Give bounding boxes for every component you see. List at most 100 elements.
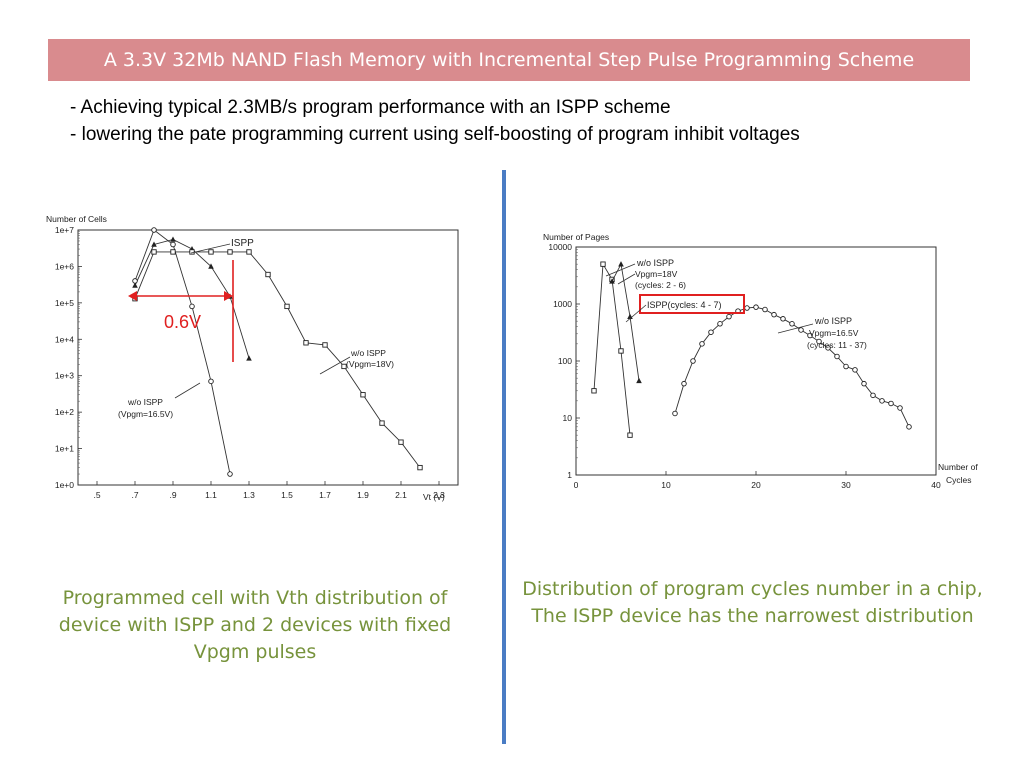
y-tick-label: 10000 xyxy=(548,242,572,252)
wo-ispp-165-leader xyxy=(777,323,814,334)
data-point-s3 xyxy=(897,405,903,411)
data-point-s3 xyxy=(341,363,347,370)
data-point-s1 xyxy=(246,355,252,361)
ispp-label: ISPP xyxy=(231,238,254,249)
slide-title: A 3.3V 32Mb NAND Flash Memory with Incre… xyxy=(48,39,970,81)
wo-ispp-18-vpgm: Vpgm=18V xyxy=(635,269,678,279)
y-tick-label: 1e+6 xyxy=(55,261,74,271)
data-point-s3 xyxy=(322,342,328,348)
x-tick-label: 40 xyxy=(931,480,941,490)
left-caption: Programmed cell with Vth distribution of… xyxy=(58,587,452,663)
data-point-s2 xyxy=(132,278,138,284)
bullet-item: - Achieving typical 2.3MB/s program perf… xyxy=(70,97,671,118)
data-point-s3 xyxy=(888,400,894,407)
x-tick-label: .7 xyxy=(131,490,138,500)
y-tick-label: 1e+5 xyxy=(55,298,74,308)
data-point-s3 xyxy=(284,303,290,310)
vth-distribution-svg: 1e+0 1e+1 1e+2 1e+3 1e+4 1e+5 1e+6 1e+7 .5 .7 .9 1.… xyxy=(46,214,459,502)
wo-ispp-165-sublabel: (Vpgm=16.5V) xyxy=(118,409,173,419)
arrow-head-right xyxy=(224,291,233,301)
x-tick-label: 2.3 xyxy=(433,490,445,500)
arrow-head-left xyxy=(128,291,137,301)
wo-ispp-165-leader xyxy=(174,382,201,399)
series-line-1 xyxy=(593,262,631,436)
y-tick-label: 1e+4 xyxy=(55,334,74,344)
data-point-s3 xyxy=(798,327,804,333)
wo-ispp-165-label: w/o ISPP xyxy=(814,316,852,326)
x-tick-label: .5 xyxy=(93,490,100,500)
data-point-s3 xyxy=(807,332,813,339)
x-tick-label: 10 xyxy=(661,480,671,490)
x-tick-label: 0 xyxy=(574,480,579,490)
data-point-s1 xyxy=(170,236,176,242)
data-point-s2 xyxy=(170,241,176,248)
data-point-s3 xyxy=(398,439,404,445)
data-point-s1 xyxy=(627,432,633,438)
wo-ispp-165-label: w/o ISPP xyxy=(127,397,163,407)
series-line-2 xyxy=(611,262,640,381)
y-tick-label: 10 xyxy=(563,413,573,423)
data-point-s3 xyxy=(834,353,840,360)
wo-ispp-18-leader-2 xyxy=(617,273,636,285)
data-point-s2 xyxy=(227,471,233,477)
wo-ispp-18-leader xyxy=(605,263,636,277)
wo-ispp-18-label: w/o ISPP xyxy=(350,348,386,358)
data-point-s2 xyxy=(189,303,195,310)
data-point-s1 xyxy=(151,241,157,247)
bullet-list: - Achieving typical 2.3MB/s program perf… xyxy=(70,94,990,148)
data-point-s3 xyxy=(870,392,876,399)
y-tick-label: 1e+2 xyxy=(55,407,74,417)
x-tick-label: 1.5 xyxy=(281,490,293,500)
data-point-s3 xyxy=(227,249,233,255)
y-axis-label: Number of Pages xyxy=(543,232,609,242)
program-cycles-chart: 1 10 100 1000 10000 0 10 20 30 40 Number of Pages N… xyxy=(528,218,996,508)
bullet-item: - lowering the pate programming current … xyxy=(70,124,800,145)
x-tick-label: 20 xyxy=(751,480,761,490)
data-point-s3 xyxy=(170,249,176,255)
data-point-s3 xyxy=(303,340,309,346)
data-point-s3 xyxy=(699,341,705,347)
data-point-s3 xyxy=(708,329,714,335)
data-point-s3 xyxy=(852,367,858,373)
ispp-label: ISPP(cycles: 4 - 7) xyxy=(647,300,722,310)
data-point-s3 xyxy=(417,464,423,471)
x-tick-label: 2.1 xyxy=(395,490,407,500)
right-caption: Distribution of program cycles number in… xyxy=(522,578,983,627)
data-point-s3 xyxy=(189,249,195,255)
vth-distribution-chart: 1e+0 1e+1 1e+2 1e+3 1e+4 1e+5 1e+6 1e+7 .5 .7 .9 1.… xyxy=(28,200,468,520)
ispp-leader xyxy=(625,304,647,323)
data-point-s3 xyxy=(762,306,768,313)
x-tick-label: 30 xyxy=(841,480,851,490)
data-point-s3 xyxy=(771,311,777,318)
data-point-s3 xyxy=(208,249,214,255)
plot-frame xyxy=(575,246,937,476)
wo-ispp-18-sublabel: (Vpgm=18V) xyxy=(346,359,394,369)
wo-ispp-165-vpgm: Vpgm=16.5V xyxy=(809,328,859,338)
data-point-s3 xyxy=(780,316,786,322)
data-point-s2 xyxy=(208,378,214,385)
x-axis-label-line2: Cycles xyxy=(946,475,972,485)
y-axis-label: Number of Cells xyxy=(46,214,107,224)
vertical-divider xyxy=(502,170,506,744)
data-point-s3 xyxy=(265,271,271,278)
x-tick-label: 1.9 xyxy=(357,490,369,500)
wo-ispp-18-label: w/o ISPP xyxy=(636,258,674,268)
data-point-s1 xyxy=(132,282,138,288)
data-point-s3 xyxy=(861,380,867,387)
data-point-s3 xyxy=(360,392,366,398)
ispp-highlight-box xyxy=(639,294,745,314)
data-point-s3 xyxy=(879,398,885,404)
series-line-2 xyxy=(134,229,231,475)
data-point-s3 xyxy=(379,420,385,426)
data-point-s2 xyxy=(636,377,642,384)
y-tick-label: 100 xyxy=(558,356,572,366)
program-cycles-svg: 1 10 100 1000 10000 0 10 20 30 40 Number of Pages N… xyxy=(543,232,978,490)
data-point-s3 xyxy=(789,321,795,327)
data-point-s2 xyxy=(151,227,157,233)
plot-frame xyxy=(77,229,459,486)
x-axis-label: Vt (V) xyxy=(423,492,445,502)
y-tick-label: 1e+3 xyxy=(55,371,74,381)
data-point-s3 xyxy=(753,304,759,310)
data-point-s3 xyxy=(843,363,849,370)
data-point-s3 xyxy=(744,305,750,311)
